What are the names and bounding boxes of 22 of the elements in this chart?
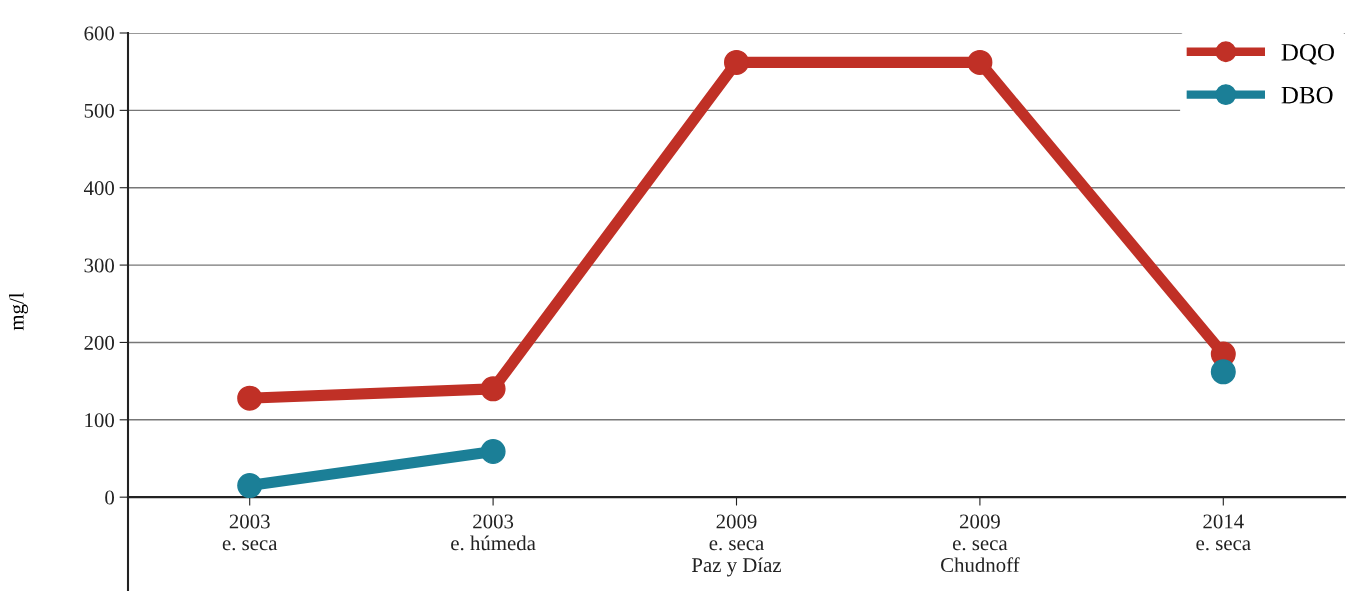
point <box>1210 359 1236 385</box>
y-axis-title: mg/l <box>9 292 28 331</box>
point <box>480 376 506 402</box>
x-tick-label: 2014 e. seca <box>1196 514 1251 551</box>
x-tick-label: 2009 e. seca Paz y Díaz <box>691 514 782 577</box>
point <box>480 439 506 465</box>
x-tick-label: 2003 e. seca <box>222 514 278 551</box>
legend-label: DBO <box>1281 86 1333 104</box>
x-tick-label: 2009 e. seca Chudnoff <box>941 514 1020 573</box>
y-tick-label: 100 <box>85 413 115 428</box>
y-tick-label: 300 <box>84 258 115 273</box>
legend-label: DQO <box>1281 43 1334 65</box>
y-tick-label: 500 <box>84 103 115 118</box>
y-tick-label: 600 <box>84 26 115 41</box>
y-tick-label: 200 <box>84 335 115 350</box>
x-tick-label: 2003 e. húmeda <box>451 514 536 551</box>
point <box>967 49 993 75</box>
point <box>237 473 263 499</box>
point <box>723 49 750 75</box>
point <box>237 385 263 411</box>
y-tick-label: 400 <box>83 181 115 196</box>
y-tick-label: 0 <box>105 490 115 505</box>
